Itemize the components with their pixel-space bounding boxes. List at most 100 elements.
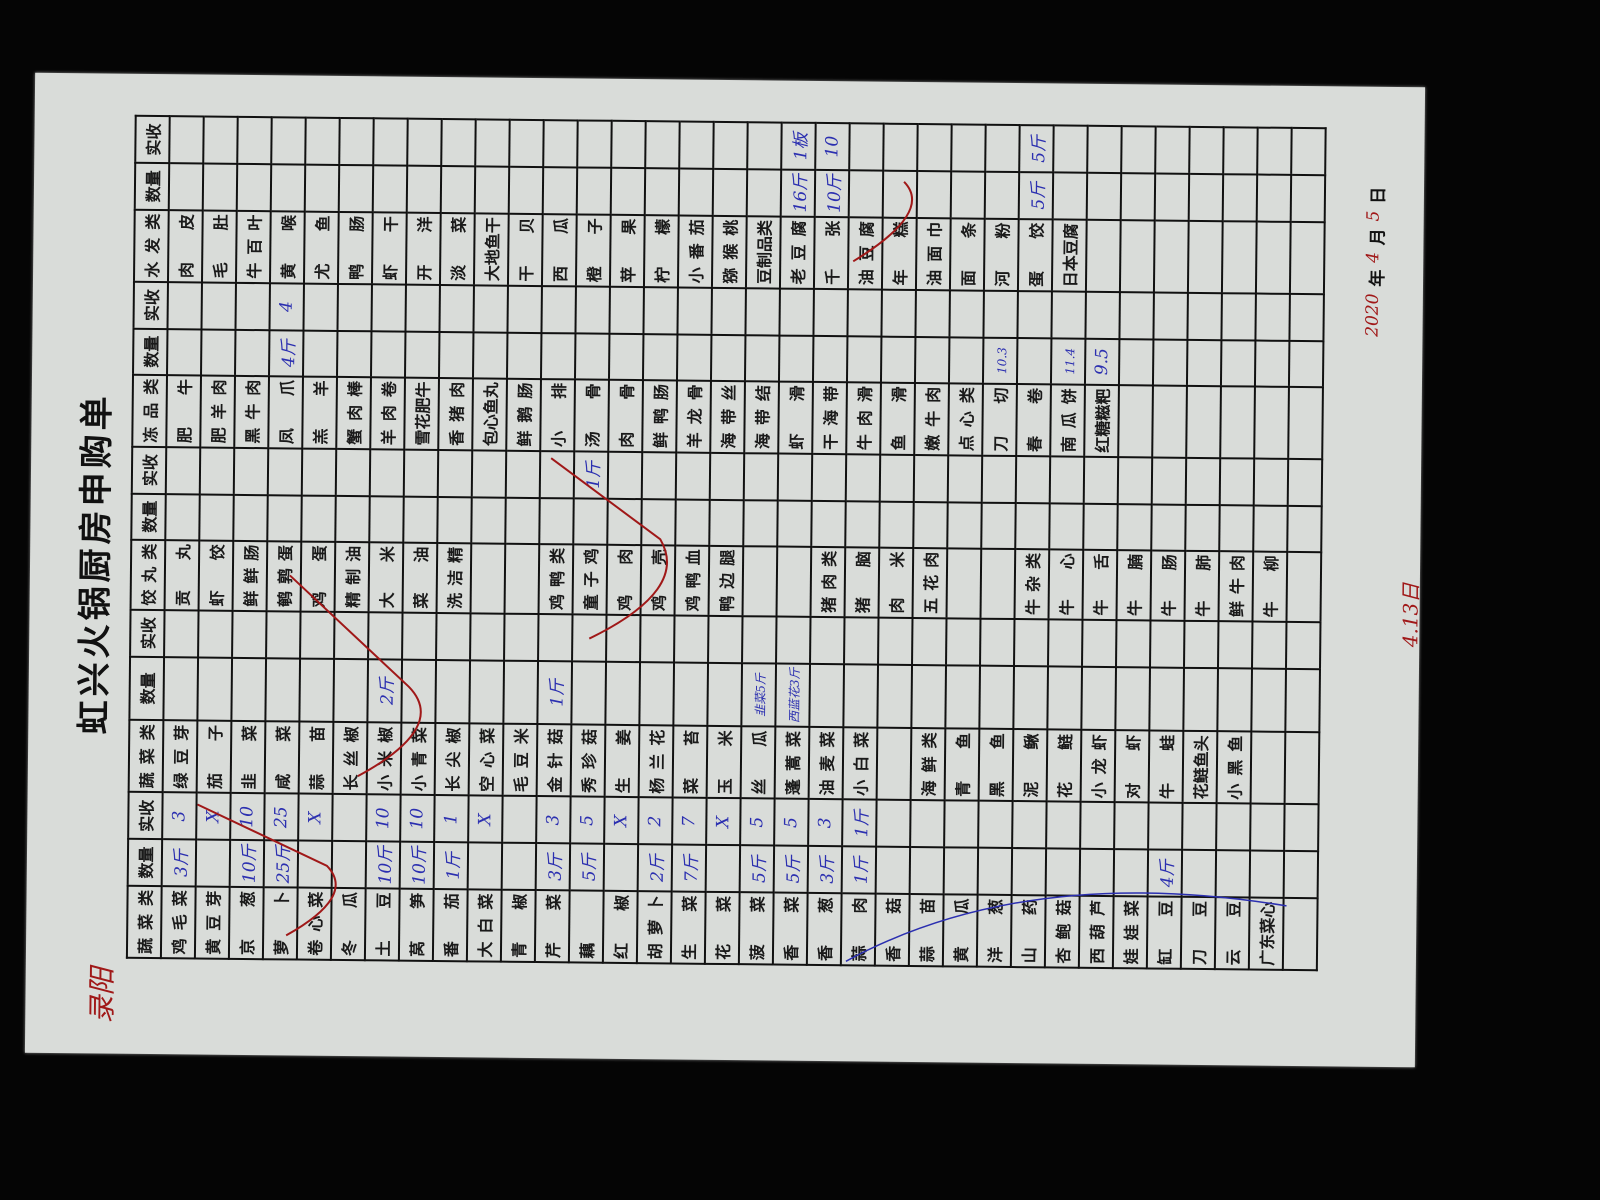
quantity-cell[interactable] bbox=[1183, 667, 1219, 732]
received-cell[interactable] bbox=[643, 286, 678, 335]
received-cell[interactable] bbox=[368, 611, 403, 660]
item-name-cell[interactable]: 黄豆芽 bbox=[194, 886, 230, 959]
item-name-cell[interactable]: 河粉 bbox=[983, 218, 1019, 291]
item-name-cell[interactable]: 韭菜 bbox=[230, 721, 266, 794]
item-name-cell[interactable]: 菠菜 bbox=[738, 892, 774, 965]
item-name-cell[interactable] bbox=[1119, 219, 1155, 293]
received-cell[interactable] bbox=[711, 287, 746, 335]
item-name-cell[interactable] bbox=[1282, 897, 1318, 971]
received-cell[interactable]: 10 bbox=[230, 793, 265, 841]
quantity-cell[interactable]: 1斤 bbox=[537, 660, 573, 725]
quantity-cell[interactable] bbox=[1285, 668, 1320, 733]
item-name-cell[interactable]: 鸡鸭类 bbox=[538, 543, 574, 615]
received-cell[interactable] bbox=[1223, 127, 1258, 175]
received-cell[interactable]: 3 bbox=[808, 799, 843, 847]
received-cell[interactable]: 10 bbox=[400, 794, 435, 843]
item-name-cell[interactable]: 洗洁精 bbox=[436, 542, 472, 614]
item-name-cell[interactable]: 空心菜 bbox=[468, 723, 504, 797]
quantity-cell[interactable]: 西蓝花3斤 bbox=[775, 663, 811, 728]
received-cell[interactable] bbox=[271, 117, 306, 165]
quantity-cell[interactable]: 7斤 bbox=[671, 844, 707, 892]
received-cell[interactable] bbox=[538, 613, 573, 662]
received-cell[interactable] bbox=[1053, 125, 1088, 173]
received-cell[interactable] bbox=[441, 119, 476, 167]
item-name-cell[interactable]: 肥羊肉 bbox=[200, 375, 236, 448]
quantity-cell[interactable] bbox=[503, 660, 539, 725]
received-cell[interactable] bbox=[402, 612, 437, 660]
item-name-cell[interactable] bbox=[1153, 220, 1189, 293]
quantity-cell[interactable] bbox=[299, 658, 335, 723]
item-name-cell[interactable]: 蟹肉棒 bbox=[336, 376, 372, 449]
quantity-cell[interactable] bbox=[1149, 667, 1185, 732]
received-cell[interactable] bbox=[539, 450, 575, 499]
quantity-cell[interactable] bbox=[337, 330, 372, 377]
quantity-cell[interactable] bbox=[471, 497, 506, 544]
item-name-cell[interactable] bbox=[1288, 386, 1323, 459]
received-cell[interactable]: 4 bbox=[269, 282, 304, 331]
item-name-cell[interactable]: 牛心 bbox=[1048, 549, 1084, 620]
quantity-cell[interactable] bbox=[882, 170, 918, 218]
item-name-cell[interactable]: 西葫芦 bbox=[1078, 895, 1114, 969]
quantity-cell[interactable] bbox=[1253, 505, 1288, 552]
quantity-cell[interactable] bbox=[984, 171, 1020, 219]
received-cell[interactable] bbox=[1151, 457, 1187, 505]
quantity-cell[interactable] bbox=[744, 334, 780, 382]
received-cell[interactable] bbox=[745, 287, 780, 336]
item-name-cell[interactable]: 牛柳 bbox=[1252, 551, 1288, 622]
quantity-cell[interactable] bbox=[574, 333, 610, 380]
item-name-cell[interactable]: 秀珍菇 bbox=[570, 724, 606, 798]
item-name-cell[interactable]: 泥鳅 bbox=[1012, 729, 1048, 802]
received-cell[interactable] bbox=[708, 615, 743, 663]
received-cell[interactable] bbox=[1083, 456, 1119, 504]
quantity-cell[interactable] bbox=[472, 332, 508, 379]
received-cell[interactable] bbox=[609, 286, 644, 334]
item-name-cell[interactable]: 开洋 bbox=[405, 212, 441, 285]
item-name-cell[interactable]: 牛肉滑 bbox=[846, 381, 881, 455]
quantity-cell[interactable] bbox=[641, 498, 676, 546]
quantity-cell[interactable] bbox=[199, 494, 234, 541]
item-name-cell[interactable]: 干贝 bbox=[507, 213, 543, 286]
quantity-cell[interactable] bbox=[1013, 665, 1049, 730]
quantity-cell[interactable] bbox=[605, 661, 641, 726]
quantity-cell[interactable] bbox=[880, 336, 916, 383]
quantity-cell[interactable] bbox=[843, 663, 879, 728]
received-cell[interactable] bbox=[813, 288, 848, 336]
received-cell[interactable] bbox=[1218, 620, 1253, 669]
quantity-cell[interactable] bbox=[608, 333, 644, 380]
received-cell[interactable] bbox=[876, 799, 911, 848]
received-cell[interactable]: 5 bbox=[740, 798, 775, 846]
item-name-cell[interactable]: 海带丝 bbox=[710, 380, 745, 453]
item-name-cell[interactable]: 卷心菜 bbox=[296, 887, 332, 960]
item-name-cell[interactable] bbox=[1254, 386, 1289, 459]
received-cell[interactable] bbox=[944, 800, 979, 849]
item-name-cell[interactable]: 虾饺 bbox=[198, 540, 234, 611]
item-name-cell[interactable]: 黄喉 bbox=[269, 210, 305, 284]
item-name-cell[interactable]: 点心类 bbox=[948, 383, 983, 456]
received-cell[interactable] bbox=[1185, 457, 1221, 505]
quantity-cell[interactable]: 10斤 bbox=[229, 840, 265, 888]
quantity-cell[interactable] bbox=[710, 334, 746, 381]
received-cell[interactable] bbox=[369, 448, 405, 497]
quantity-cell[interactable]: 4斤 bbox=[269, 329, 304, 377]
item-name-cell[interactable]: 油面巾 bbox=[915, 217, 951, 291]
received-cell[interactable] bbox=[337, 283, 372, 331]
quantity-cell[interactable] bbox=[371, 330, 406, 378]
quantity-cell[interactable]: 1斤 bbox=[433, 842, 469, 890]
received-cell[interactable] bbox=[505, 450, 541, 498]
received-cell[interactable] bbox=[203, 116, 238, 164]
quantity-cell[interactable] bbox=[267, 494, 302, 542]
received-cell[interactable] bbox=[543, 120, 578, 168]
quantity-cell[interactable]: 10.3 bbox=[982, 337, 1018, 384]
item-name-cell[interactable]: 肥牛 bbox=[166, 374, 202, 448]
quantity-cell[interactable] bbox=[540, 332, 576, 380]
item-name-cell[interactable]: 凤爪 bbox=[268, 375, 304, 449]
quantity-cell[interactable] bbox=[1120, 173, 1156, 221]
quantity-cell[interactable] bbox=[165, 493, 200, 541]
quantity-cell[interactable] bbox=[297, 840, 333, 888]
received-cell[interactable] bbox=[981, 455, 1017, 503]
item-name-cell[interactable] bbox=[946, 548, 982, 619]
quantity-cell[interactable] bbox=[469, 660, 505, 725]
item-name-cell[interactable]: 大米 bbox=[368, 541, 404, 613]
received-cell[interactable] bbox=[1080, 802, 1115, 850]
item-name-cell[interactable]: 西瓜 bbox=[541, 213, 577, 287]
